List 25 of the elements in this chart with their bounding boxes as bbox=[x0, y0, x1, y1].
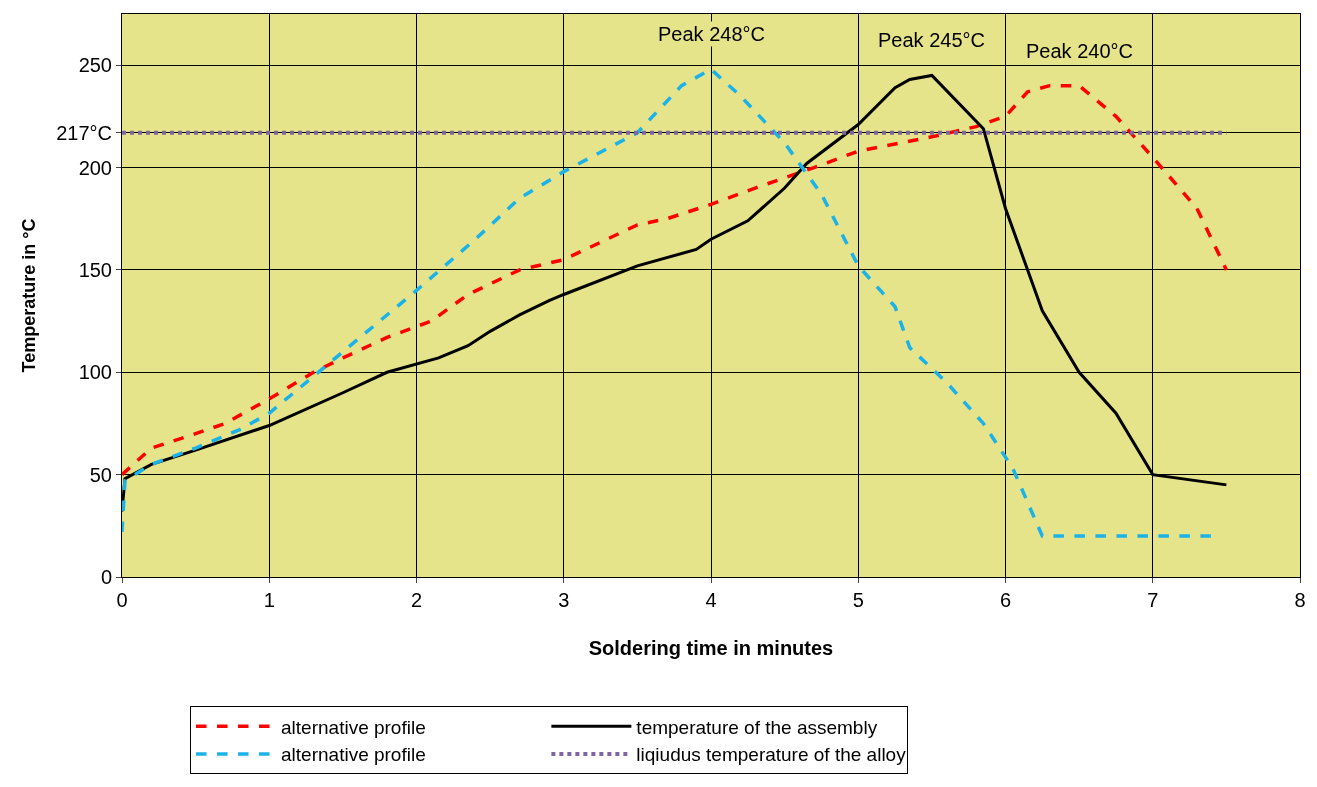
x-tick-label: 2 bbox=[410, 589, 423, 611]
x-axis-title: Soldering time in minutes bbox=[588, 636, 834, 659]
x-tick-label: 5 bbox=[852, 589, 864, 611]
y-tick-label: 217°C bbox=[56, 121, 112, 144]
y-tick-label: 0 bbox=[100, 566, 112, 588]
legend-label: temperature of the assembly bbox=[636, 716, 878, 738]
x-tick-label: 4 bbox=[705, 589, 717, 611]
annotation: Peak 248°C bbox=[658, 23, 765, 45]
y-axis-title: Temperature in °C bbox=[19, 218, 40, 373]
annotation: Peak 240°C bbox=[1026, 40, 1133, 62]
y-tick-label: 50 bbox=[89, 463, 112, 486]
x-tick-label: 8 bbox=[1294, 589, 1306, 611]
x-tick-label: 1 bbox=[263, 589, 275, 611]
legend-label: liqiudus temperature of the alloy bbox=[636, 744, 907, 766]
y-tick-label: 100 bbox=[78, 361, 112, 384]
x-tick-label: 6 bbox=[999, 589, 1012, 611]
x-tick-label: 3 bbox=[558, 589, 570, 611]
legend-label: alternative profile bbox=[281, 716, 426, 738]
x-tick-label: 0 bbox=[116, 589, 128, 611]
annotation: Peak 245°C bbox=[878, 29, 985, 51]
y-tick-label: 200 bbox=[78, 156, 112, 179]
legend-label: alternative profile bbox=[281, 744, 426, 766]
x-tick-label: 7 bbox=[1147, 589, 1159, 611]
y-tick-label: 250 bbox=[78, 54, 112, 77]
y-tick-label: 150 bbox=[78, 258, 112, 281]
